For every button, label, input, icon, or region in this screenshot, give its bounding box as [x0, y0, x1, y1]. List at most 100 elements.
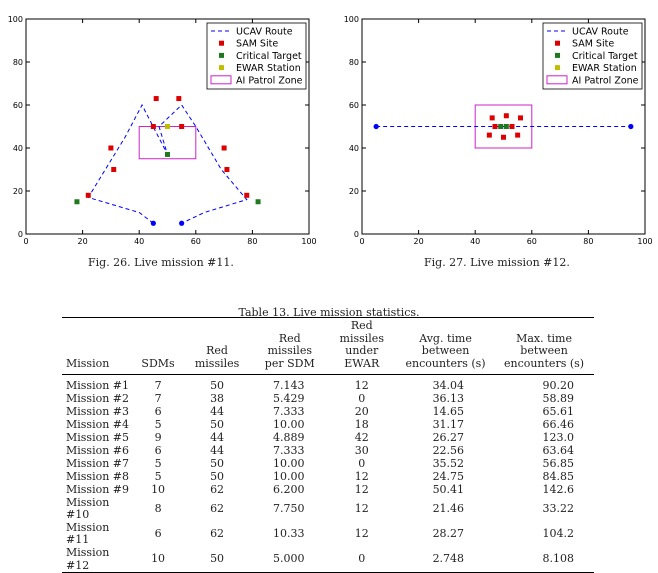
table-cell: 44	[210, 404, 225, 418]
table-cell: 2.748	[432, 552, 465, 566]
header-mission: Mission	[66, 356, 110, 370]
table-cell: 21.46	[432, 501, 465, 515]
table-cell: 8	[154, 501, 162, 515]
table-cell: 50	[210, 378, 225, 392]
table-cell: 6.200	[272, 482, 305, 496]
table-cell: 50	[210, 417, 225, 431]
sam-site	[85, 192, 91, 198]
figure-26-caption: Fig. 26. Live mission #11.	[88, 256, 234, 269]
table-cell: 10	[151, 482, 166, 496]
sam-site	[224, 167, 230, 172]
table-cell: Mission #12	[66, 546, 110, 572]
table-row: Mission #3 6 44 7.333 20 14.65 65.61	[62, 404, 594, 419]
table-cell: 50	[210, 552, 225, 566]
x-tick-label: 80	[247, 237, 257, 246]
table-cell: 35.52	[432, 456, 465, 470]
legend-swatch	[219, 65, 224, 71]
table-cell: Mission #5	[66, 430, 130, 444]
table-cell: 31.17	[432, 417, 465, 431]
table-cell: 5	[154, 469, 162, 483]
table-cell: Mission #4	[66, 417, 130, 431]
y-tick-label: 40	[349, 144, 359, 153]
table-cell: 50.41	[432, 482, 465, 496]
sam-site	[501, 134, 506, 140]
route-endpoint	[150, 220, 156, 226]
table-cell: Mission #8	[66, 469, 130, 483]
table-cell: 10.33	[272, 527, 305, 541]
figure-27: 0 20 40 60 80 100 0 20 40 60 80 100 UCAV Route SAM Si…	[336, 0, 658, 250]
legend-swatch	[555, 40, 560, 46]
legend-ai-patrol-zone: AI Patrol Zone	[236, 75, 303, 86]
sam-site	[503, 113, 509, 119]
table-cell: 104.2	[542, 527, 575, 541]
sam-site	[489, 115, 495, 121]
table-cell: 90.20	[542, 378, 575, 392]
legend-swatch	[219, 40, 224, 46]
legend-ucav-route: UCAV Route	[572, 27, 629, 38]
route-endpoint	[179, 220, 185, 226]
table-cell: 36.13	[432, 391, 465, 405]
header-sdms: SDMs	[141, 356, 175, 370]
legend-swatch	[555, 65, 560, 71]
table-cell: 18	[354, 417, 369, 431]
mission-statistics-table: Mission SDMs Red missiles Red missiles p…	[62, 317, 594, 573]
table-header-row: Mission SDMs Red missiles Red missiles p…	[62, 317, 594, 375]
table-cell: Mission #11	[66, 520, 110, 547]
header-red-missiles: Red missiles	[194, 344, 240, 370]
table-cell: 8.108	[542, 552, 575, 566]
table-cell: Mission #1	[66, 378, 130, 392]
table-cell: 20	[354, 404, 369, 418]
sam-site	[515, 132, 521, 138]
table-cell: 14.65	[432, 404, 465, 418]
legend-ucav-route: UCAV Route	[236, 27, 293, 38]
table-cell: 38	[210, 391, 225, 405]
x-tick-label: 20	[78, 237, 88, 246]
y-tick-label: 0	[354, 230, 359, 239]
table-row: Mission #10 8 62 7.750 12 21.46 33.22	[62, 496, 594, 522]
table-row: Mission #8 5 50 10.00 12 24.75 84.85	[62, 469, 594, 484]
legend-sam-site: SAM Site	[236, 39, 278, 50]
critical-target	[503, 124, 509, 129]
critical-target	[498, 124, 504, 129]
legend-critical-target: Critical Target	[236, 51, 302, 62]
table-row: Mission #5 9 44 4.889 42 26.27 123.0	[62, 430, 594, 445]
legend-swatch	[219, 52, 224, 58]
table-cell: 30	[354, 443, 369, 457]
header-max-time: Max. time between encounters (s)	[503, 331, 585, 370]
table-cell: 5.000	[272, 552, 305, 566]
y-tick-label: 20	[13, 187, 23, 196]
y-tick-label: 100	[344, 15, 359, 24]
table-cell: 6	[154, 404, 162, 418]
table-caption: Table 13. Live mission statistics.	[238, 306, 420, 319]
x-tick-label: 0	[23, 237, 28, 246]
legend-swatch	[546, 75, 568, 85]
legend-ewar-station: EWAR Station	[572, 63, 637, 74]
table-cell: 28.27	[432, 527, 465, 541]
table-cell: 12	[354, 469, 369, 483]
table-row: Mission #6 6 44 7.333 30 22.56 63.64	[62, 443, 594, 458]
table-row: Mission #2 7 38 5.429 0 36.13 58.89	[62, 391, 594, 406]
critical-target	[74, 199, 80, 205]
route-endpoint	[628, 123, 634, 130]
table-cell: 12	[354, 527, 369, 541]
table-cell: Mission #6	[66, 443, 130, 457]
table-row: Mission #12 10 50 5.000 0 2.748 8.108	[62, 546, 594, 573]
sam-site	[176, 96, 182, 102]
sam-site	[486, 132, 492, 138]
table-cell: 62	[210, 527, 225, 541]
table-cell: 6	[154, 443, 162, 457]
table-cell: 22.56	[432, 443, 465, 457]
legend-ai-patrol-zone: AI Patrol Zone	[572, 75, 639, 86]
sam-site	[179, 124, 185, 129]
table-cell: 6	[154, 527, 162, 541]
table-row: Mission #1 7 50 7.143 12 34.04 90.20	[62, 374, 594, 393]
table-cell: 50	[210, 469, 225, 483]
ewar-station	[165, 124, 170, 129]
table-cell: 10.00	[272, 417, 305, 431]
table-cell: 42	[354, 430, 369, 444]
x-tick-label: 100	[637, 237, 652, 246]
table-cell: 44	[210, 430, 225, 444]
sam-site	[509, 124, 515, 129]
x-tick-label: 40	[470, 237, 480, 246]
